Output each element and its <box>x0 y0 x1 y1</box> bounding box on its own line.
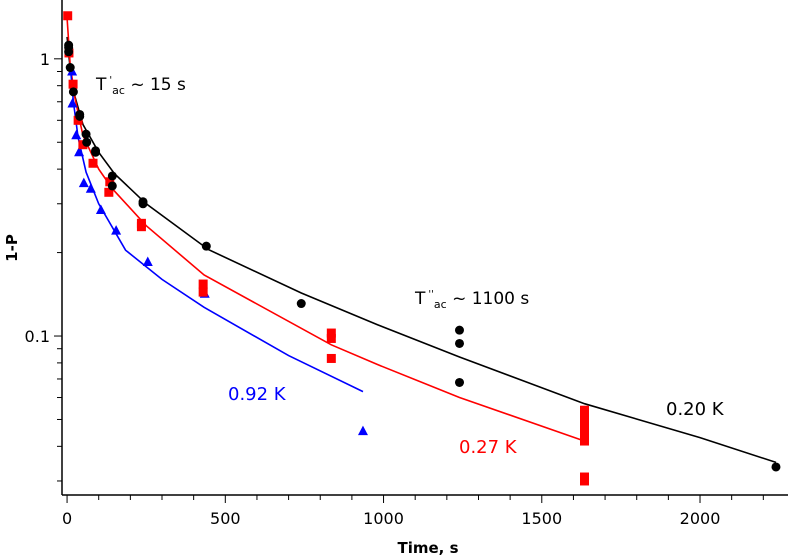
data-point-circle <box>296 299 306 309</box>
data-point-circle <box>91 147 101 157</box>
data-point-circle <box>454 325 464 335</box>
data-point-triangle <box>357 425 368 436</box>
x-tick-label: 500 <box>210 509 241 528</box>
x-tick-label: 2000 <box>680 509 721 528</box>
y-axis-label: 1-P <box>3 234 21 262</box>
data-point-triangle <box>142 256 153 266</box>
data-point-square <box>580 436 590 446</box>
y-tick-label: 1 <box>40 50 50 69</box>
data-point-triangle <box>111 225 122 235</box>
series-label-0-92K: 0.92 K <box>228 384 287 405</box>
axes: 0 500 1000 1500 2000 1 0.1 <box>25 0 788 528</box>
data-point-square <box>326 333 336 343</box>
y-tick-label: 0.1 <box>25 327 50 346</box>
data-point-square <box>198 287 208 297</box>
data-point-square <box>580 421 590 431</box>
x-tick-label: 1500 <box>521 509 562 528</box>
data-point-circle <box>64 47 74 57</box>
x-tick-label: 1000 <box>363 509 404 528</box>
annotation-fast-time: T'ac ~ 15 s <box>95 75 186 97</box>
data-point-circle <box>81 129 91 139</box>
x-tick-label: 0 <box>62 509 72 528</box>
data-point-square <box>78 140 88 150</box>
data-point-square <box>580 476 590 486</box>
data-point-square <box>136 222 146 232</box>
data-point-triangle <box>85 183 96 193</box>
data-point-circle <box>454 338 464 348</box>
data-point-circle <box>65 63 75 73</box>
fit-line-2 <box>69 64 364 393</box>
data-point-circle <box>138 199 148 209</box>
data-point-square <box>63 11 73 21</box>
data-point-circle <box>82 137 92 147</box>
annotation-slow-time: T ''ac ~ 1100 s <box>414 289 529 311</box>
data-point-circle <box>107 181 117 191</box>
data-point-circle <box>68 87 78 97</box>
data-point-triangle <box>71 129 82 140</box>
data-point-square <box>104 187 114 197</box>
data-point-square <box>580 428 590 438</box>
data-points <box>63 11 781 486</box>
series-label-0-20K: 0.20 K <box>666 399 725 420</box>
data-point-square <box>68 79 78 89</box>
data-point-triangle <box>74 146 85 157</box>
data-point-circle <box>454 377 464 387</box>
series-label-0-27K: 0.27 K <box>459 437 518 458</box>
data-point-square <box>326 328 336 338</box>
data-point-square <box>105 177 115 187</box>
data-point-circle <box>75 111 85 121</box>
data-point-triangle <box>67 97 78 108</box>
data-point-circle <box>201 241 211 251</box>
data-point-triangle <box>95 204 106 214</box>
data-point-circle <box>107 171 117 181</box>
data-point-square <box>198 279 208 289</box>
data-point-square <box>580 413 590 423</box>
data-point-circle <box>771 462 781 472</box>
data-point-square <box>580 405 590 415</box>
data-point-triangle <box>78 177 89 188</box>
x-axis-label: Time, s <box>397 539 458 557</box>
data-point-square <box>88 158 98 168</box>
data-point-square <box>326 353 336 363</box>
